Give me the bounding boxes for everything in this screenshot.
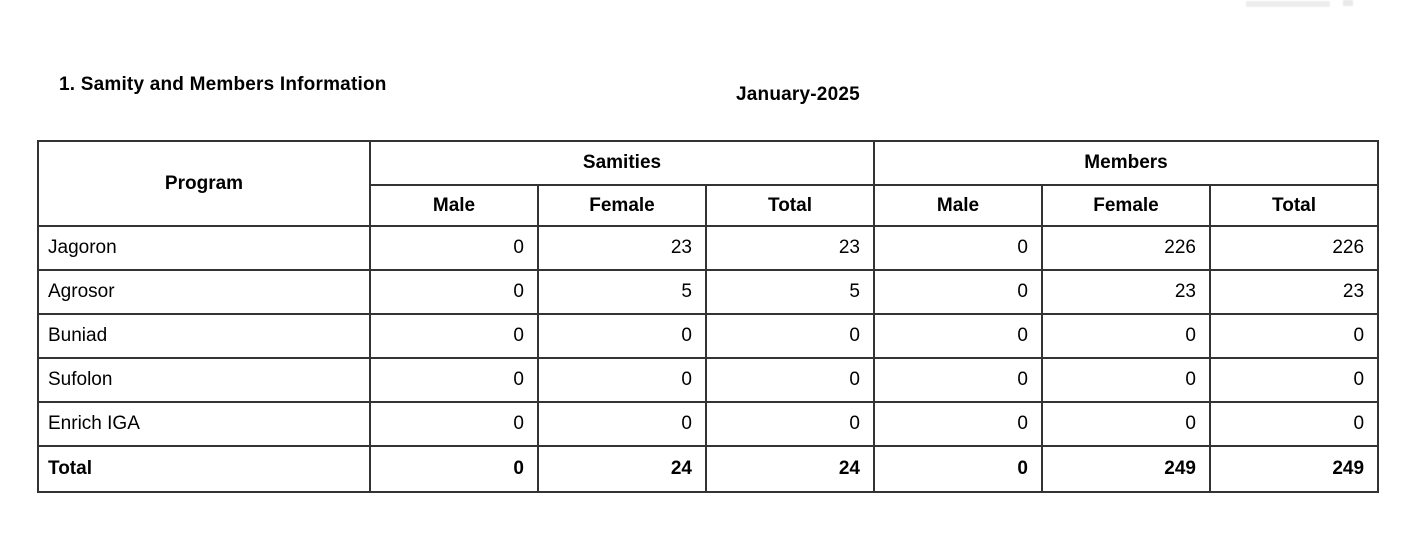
program-name-cell: Agrosor [37, 269, 371, 315]
members-female-cell: 0 [1041, 357, 1211, 403]
table-row: Jagoron 0 23 23 0 226 226 [37, 225, 1380, 271]
table-row: Agrosor 0 5 5 0 23 23 [37, 269, 1380, 315]
samities-total-cell: 0 [705, 401, 875, 447]
program-name-cell: Sufolon [37, 357, 371, 403]
samities-female-cell: 0 [537, 401, 707, 447]
members-total-cell: 249 [1208, 445, 1380, 493]
table-row: Total 0 24 24 0 249 249 [37, 445, 1380, 493]
table-row: Buniad 0 0 0 0 0 0 [37, 313, 1380, 359]
remnant-text-mark [1343, 0, 1353, 6]
program-name-cell: Total [37, 445, 371, 493]
members-female-cell: 23 [1041, 269, 1211, 315]
program-name-cell: Jagoron [37, 225, 371, 271]
group-header-samities: Samities [369, 140, 875, 186]
samities-total-cell: 0 [705, 313, 875, 359]
group-header-members: Members [872, 140, 1380, 186]
samities-total-cell: 24 [705, 445, 875, 493]
members-female-cell: 226 [1041, 225, 1211, 271]
program-name-cell: Buniad [37, 313, 371, 359]
members-male-cell: 0 [873, 225, 1043, 271]
members-male-cell: 0 [873, 269, 1043, 315]
column-header-samities-male: Male [369, 184, 539, 227]
remnant-text-mark [1246, 1, 1330, 7]
samities-male-cell: 0 [369, 225, 539, 271]
column-header-samities-total: Total [705, 184, 875, 227]
samities-female-cell: 24 [537, 445, 707, 493]
table-header: Program Samities Members Male Female Tot… [37, 140, 1380, 227]
samities-male-cell: 0 [369, 401, 539, 447]
cropped-top-edge-remnant [0, 0, 1410, 9]
members-female-cell: 0 [1041, 401, 1211, 447]
samities-female-cell: 5 [537, 269, 707, 315]
members-male-cell: 0 [873, 357, 1043, 403]
samities-total-cell: 0 [705, 357, 875, 403]
column-header-program: Program [37, 140, 371, 227]
column-header-members-male: Male [873, 184, 1043, 227]
members-total-cell: 0 [1208, 401, 1380, 447]
table-row: Sufolon 0 0 0 0 0 0 [37, 357, 1380, 403]
samities-female-cell: 23 [537, 225, 707, 271]
column-header-members-female: Female [1041, 184, 1211, 227]
samities-male-cell: 0 [369, 445, 539, 493]
column-header-samities-female: Female [537, 184, 707, 227]
members-male-cell: 0 [873, 401, 1043, 447]
samities-total-cell: 23 [705, 225, 875, 271]
members-total-cell: 0 [1208, 357, 1380, 403]
members-total-cell: 0 [1208, 313, 1380, 359]
members-female-cell: 249 [1041, 445, 1211, 493]
members-female-cell: 0 [1041, 313, 1211, 359]
samities-male-cell: 0 [369, 357, 539, 403]
samity-members-table: Program Samities Members Male Female Tot… [37, 140, 1380, 493]
members-total-cell: 23 [1208, 269, 1380, 315]
samities-male-cell: 0 [369, 313, 539, 359]
report-period: January-2025 [736, 84, 860, 105]
program-name-cell: Enrich IGA [37, 401, 371, 447]
column-header-members-total: Total [1208, 184, 1380, 227]
table-row: Enrich IGA 0 0 0 0 0 0 [37, 401, 1380, 447]
members-total-cell: 226 [1208, 225, 1380, 271]
table-body: Jagoron 0 23 23 0 226 226 Agrosor 0 5 5 … [37, 225, 1380, 493]
samities-female-cell: 0 [537, 357, 707, 403]
samities-total-cell: 5 [705, 269, 875, 315]
samities-female-cell: 0 [537, 313, 707, 359]
members-male-cell: 0 [873, 445, 1043, 493]
report-title: 1. Samity and Members Information [59, 74, 387, 95]
samities-male-cell: 0 [369, 269, 539, 315]
members-male-cell: 0 [873, 313, 1043, 359]
